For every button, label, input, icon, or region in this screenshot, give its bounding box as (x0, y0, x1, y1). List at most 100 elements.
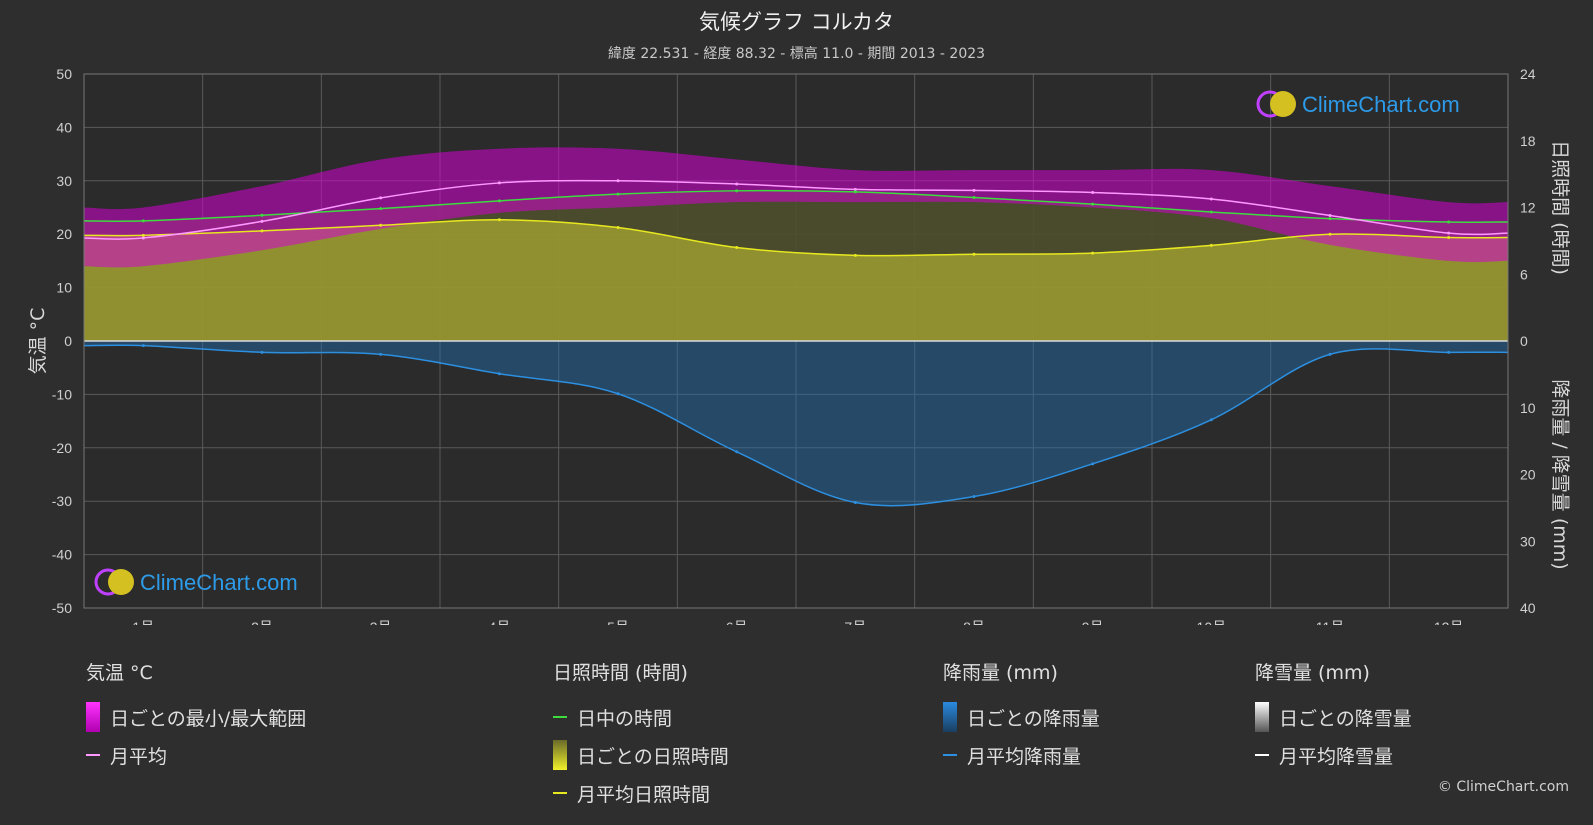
legend-snow-daily: 日ごとの降雪量 (1255, 698, 1412, 736)
daylight-point (1447, 220, 1451, 224)
legend-sunshine: 日照時間 (時間) 日中の時間 日ごとの日照時間 月平均日照時間 (553, 660, 729, 812)
rain-avg-point (1209, 418, 1213, 422)
sunshine-avg-line (83, 218, 1509, 257)
sunshine-avg-point (1447, 236, 1451, 240)
daylight-point (616, 192, 620, 196)
daylight-point (260, 213, 264, 217)
left-tick-label: -40 (52, 547, 72, 563)
right-top-tick-label: 0 (1520, 333, 1528, 349)
rain-daily-swatch (943, 702, 957, 732)
temp-avg-point (379, 196, 383, 200)
legend-rain: 降雨量 (mm) 日ごとの降雨量 月平均降雨量 (943, 660, 1100, 774)
sunshine-avg-point (853, 253, 857, 257)
legend-temp-range: 日ごとの最小/最大範囲 (86, 698, 306, 736)
temp-avg-point (141, 236, 145, 240)
month-label: 12月 (1434, 619, 1464, 625)
rain-avg-point (1328, 352, 1332, 356)
daylight-point (1328, 217, 1332, 221)
left-tick-label: 30 (56, 173, 72, 189)
left-tick-label: 20 (56, 226, 72, 242)
left-tick-label: 50 (56, 66, 72, 82)
right-bottom-tick-label: 10 (1520, 400, 1536, 416)
watermark-text: ClimeChart.com (140, 570, 298, 595)
rain-avg-swatch (943, 754, 957, 756)
legend-daylight-label: 日中の時間 (577, 707, 673, 730)
right-bottom-axis-ticks: 10 20 30 40 (1520, 400, 1536, 616)
legend-sun-avg-label: 月平均日照時間 (577, 783, 711, 806)
legend-sun-daily: 日ごとの日照時間 (553, 736, 729, 774)
legend-snow-daily-label: 日ごとの降雪量 (1279, 707, 1412, 730)
month-label: 9月 (1082, 619, 1104, 625)
right-bottom-axis-title: 降雨量 / 降雪量 (mm) (1549, 379, 1571, 569)
right-top-tick-label: 12 (1520, 200, 1536, 216)
legend-temperature: 気温 °C 日ごとの最小/最大範囲 月平均 (86, 660, 306, 774)
month-label: 6月 (726, 619, 748, 625)
sunshine-avg-point (616, 226, 620, 230)
plot-border (83, 73, 1509, 609)
sunshine-avg-point (497, 218, 501, 222)
rain-avg-point (735, 450, 739, 454)
month-label: 2月 (251, 619, 273, 625)
rain-avg-point (853, 501, 857, 505)
legend-rain-daily: 日ごとの降雨量 (943, 698, 1100, 736)
legend-snow: 降雪量 (mm) 日ごとの降雪量 月平均降雪量 (1255, 660, 1412, 774)
data-points (141, 179, 1451, 505)
temp-avg-swatch (86, 754, 100, 756)
logo-sun-icon (108, 569, 134, 595)
legend-rain-header: 降雨量 (mm) (943, 662, 1058, 684)
temp-avg-point (1209, 197, 1213, 201)
rain-avg-point (616, 392, 620, 396)
temp-range-swatch (86, 702, 100, 732)
daylight-point (735, 189, 739, 193)
chart-title: 気候グラフ コルカタ (698, 10, 895, 34)
left-tick-label: -30 (52, 493, 72, 509)
climate-chart: 50 40 30 20 10 0 -10 -20 -30 -40 -50 24 18 12 6 0 10 20 30… (27, 66, 1571, 625)
temp-avg-line (83, 179, 1509, 240)
right-top-tick-label: 24 (1520, 66, 1536, 82)
legend-sun-daily-label: 日ごとの日照時間 (577, 745, 729, 768)
legend-temp-avg-label: 月平均 (110, 745, 168, 768)
daylight-point (1209, 210, 1213, 214)
right-bottom-tick-label: 40 (1520, 600, 1536, 616)
month-labels: 1月 2月 3月 4月 5月 6月 7月 8月 9月 10月 11月 12月 (132, 619, 1463, 625)
temp-avg-point (972, 188, 976, 192)
watermark-text: ClimeChart.com (1302, 92, 1460, 117)
daylight-point (1091, 202, 1095, 206)
left-tick-label: 10 (56, 280, 72, 296)
watermark-top-right: ClimeChart.com (1256, 90, 1460, 118)
legend-snow-avg: 月平均降雪量 (1255, 736, 1412, 774)
right-top-tick-label: 18 (1520, 133, 1536, 149)
daylight-line (83, 189, 1509, 223)
legend-sun-header: 日照時間 (時間) (553, 662, 688, 684)
watermark-bottom-left: ClimeChart.com (94, 568, 298, 596)
temp-avg-point (1091, 191, 1095, 195)
logo-sun-icon (1270, 91, 1296, 117)
rain-avg-point (1447, 350, 1451, 354)
rain-avg-point (141, 344, 145, 348)
temp-range-area (84, 147, 1508, 268)
snow-daily-swatch (1255, 702, 1269, 732)
left-tick-label: -50 (52, 600, 72, 616)
left-axis-title: 気温 °C (27, 308, 49, 375)
month-label: 4月 (488, 619, 510, 625)
daylight-swatch (553, 716, 567, 718)
temp-avg-point (497, 181, 501, 185)
temp-avg-point (260, 219, 264, 223)
right-top-axis-title: 日照時間 (時間) (1549, 140, 1571, 275)
rain-avg-point (972, 495, 976, 499)
month-label: 7月 (844, 619, 866, 625)
rain-avg-point (497, 372, 501, 376)
rain-avg-point (1091, 462, 1095, 466)
sunshine-avg-point (1328, 232, 1332, 236)
month-label: 11月 (1316, 619, 1345, 625)
legend-temp-avg: 月平均 (86, 736, 306, 774)
sunshine-avg-point (379, 223, 383, 227)
legend-rain-avg: 月平均降雨量 (943, 736, 1100, 774)
right-top-tick-label: 6 (1520, 266, 1528, 282)
legend-rain-avg-label: 月平均降雨量 (967, 745, 1082, 768)
daylight-point (497, 199, 501, 203)
daylight-point (379, 207, 383, 211)
sunshine-avg-point (1091, 251, 1095, 255)
left-tick-label: 0 (64, 333, 72, 349)
chart-subtitle: 緯度 22.531 - 経度 88.32 - 標高 11.0 - 期間 2013… (607, 46, 986, 62)
